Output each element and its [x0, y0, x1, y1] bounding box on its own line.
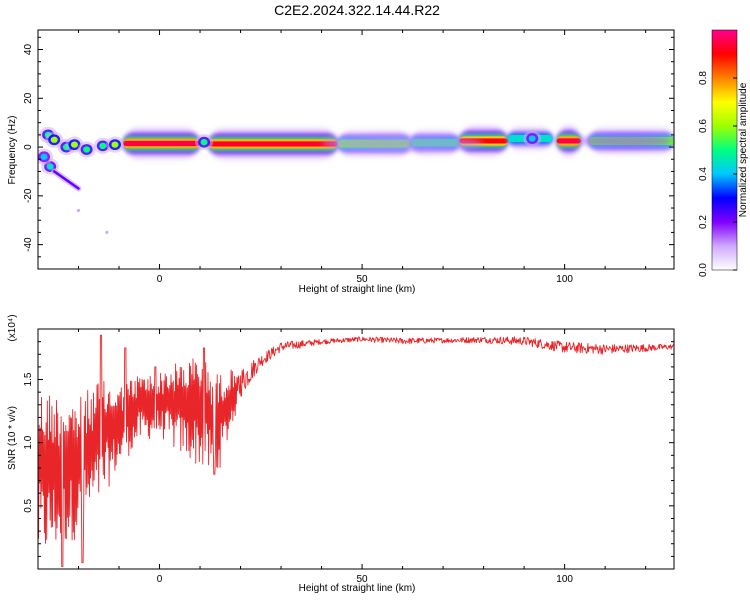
spectrogram-x-tick-label: 0	[157, 274, 163, 285]
spectrogram-x-axis-label: Height of straight line (km)	[299, 284, 416, 295]
spectral-dot	[76, 208, 81, 213]
colorbar-label: Normalized spectral amplitude	[738, 82, 749, 217]
ridge-band	[208, 141, 338, 147]
snr-y-tick-label: 1.5	[23, 372, 34, 386]
spectral-blob	[111, 141, 119, 148]
spectrogram-x-tick-label: 100	[556, 274, 573, 285]
spectral-blob	[528, 135, 536, 142]
snr-y-ticks: 0.5 1.0 1.5	[23, 341, 674, 557]
snr-panel: 0 50 100 0.5 1.0 1.5 Height of straight line…	[7, 314, 675, 594]
colorbar: 0.0 0.2 0.4 0.6 0.8 Normalized spectral ampl…	[698, 29, 749, 277]
spectrogram-y-tick-label: 20	[23, 92, 34, 104]
ridge-halo	[578, 133, 672, 148]
colorbar-ticks: 0.0 0.2 0.4 0.6 0.8	[698, 71, 737, 277]
spectrogram-y-tick-label: 40	[23, 44, 34, 56]
snr-y-tick-label: 0.5	[23, 498, 34, 512]
colorbar-tick-label: 0.0	[698, 263, 709, 277]
snr-x-tick-label: 0	[157, 574, 163, 585]
snr-y-multiplier: (x10⁴)	[7, 314, 18, 341]
spectrogram-frame	[37, 29, 675, 270]
spectrogram-x-tick-label: 50	[357, 274, 369, 285]
snr-y-tick-label: 1.0	[23, 435, 34, 449]
snr-series-line	[38, 334, 674, 567]
colorbar-tick-label: 0.4	[698, 167, 709, 181]
snr-x-ticks: 0 50 100	[78, 329, 647, 585]
spectrogram-x-ticks: 0 50 100	[78, 30, 647, 285]
ridge-band	[556, 138, 581, 144]
spectrogram-y-ticks: -40 -20 0 20 40	[23, 36, 674, 270]
snr-x-tick-label: 100	[556, 574, 573, 585]
spectrogram-y-tick-label: 0	[23, 144, 34, 150]
spectral-blob	[99, 142, 107, 149]
colorbar-tick-label: 0.6	[698, 119, 709, 133]
ridge-halo	[321, 135, 484, 152]
snr-frame	[37, 328, 675, 570]
snr-plot-area	[38, 329, 674, 569]
spectrogram-panel: 0 50 100 -40 -20 0 20 40 Height of straight li…	[7, 29, 675, 295]
snr-y-axis-label: SNR (10 * v/v)	[7, 406, 18, 470]
spectral-blob	[50, 136, 58, 143]
spectral-dot	[105, 230, 109, 235]
spectral-blob	[83, 146, 91, 153]
spectrogram-y-axis-label: Frequency (Hz)	[7, 116, 18, 185]
ridge-band	[123, 140, 201, 146]
spectrogram-heatmap	[38, 125, 674, 235]
spectrogram-y-tick-label: -20	[23, 188, 34, 203]
spectral-blob	[46, 163, 54, 170]
spectral-tail-core	[52, 170, 80, 190]
figure-title: C2E2.2024.322.14.44.R22	[274, 2, 440, 18]
colorbar-gradient	[711, 29, 738, 271]
colorbar-tick-label: 0.2	[698, 215, 709, 229]
snr-x-tick-label: 50	[357, 574, 369, 585]
spectrogram-y-tick-label: -40	[23, 237, 34, 252]
snr-x-axis-label: Height of straight line (km)	[299, 583, 416, 594]
colorbar-tick-label: 0.8	[698, 71, 709, 85]
spectral-blob	[40, 153, 48, 160]
spectral-blob	[70, 141, 78, 148]
spectral-blob	[200, 139, 208, 146]
